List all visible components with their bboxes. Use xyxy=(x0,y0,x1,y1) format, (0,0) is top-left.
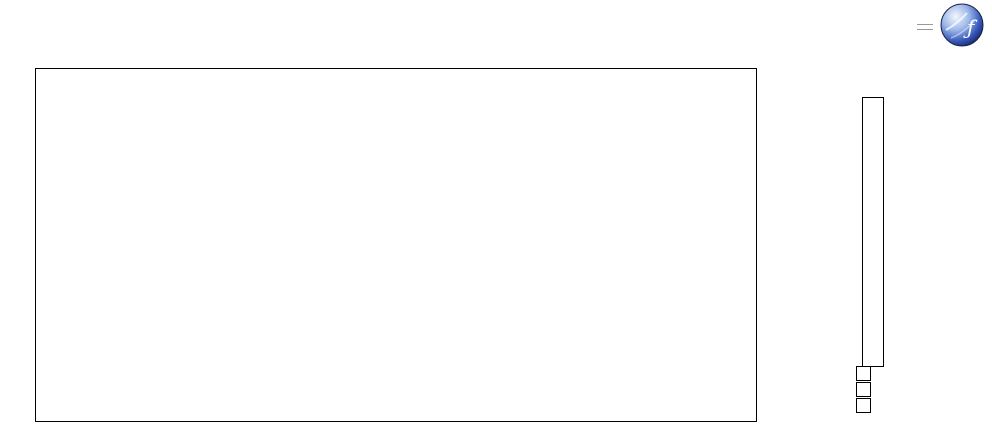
remss-globe-logo: ƒ xyxy=(940,3,984,47)
map-frame xyxy=(35,68,757,422)
legend-item-land xyxy=(856,397,877,413)
no-data-swatch xyxy=(856,365,871,381)
remss-url[interactable] xyxy=(917,24,933,30)
map-legend xyxy=(856,365,877,413)
legend-item-no-data xyxy=(856,365,877,381)
svg-text:ƒ: ƒ xyxy=(963,15,978,39)
colorbar xyxy=(862,97,884,367)
legend-item-sea-ice xyxy=(856,381,877,397)
remss-branding: ƒ xyxy=(917,3,984,47)
remss-branding-text xyxy=(917,20,933,30)
world-wind-map xyxy=(36,69,756,421)
land-swatch xyxy=(856,397,871,413)
sea-ice-swatch xyxy=(856,381,871,397)
